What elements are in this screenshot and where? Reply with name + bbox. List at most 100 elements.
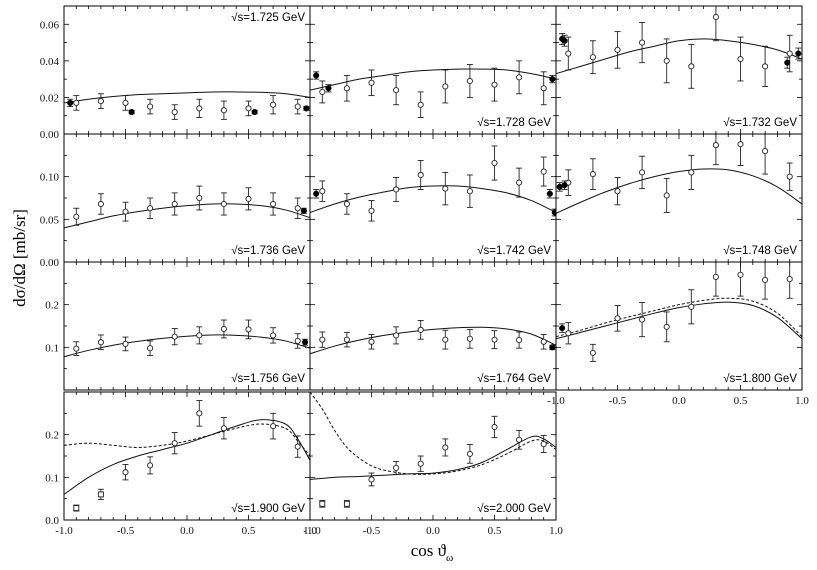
data-point-open: [97, 200, 104, 208]
panel-frame: [309, 261, 557, 391]
panel-plot-area: [310, 60, 556, 118]
data-point-open: [663, 57, 670, 64]
data-point-open-square: [319, 500, 326, 507]
panel-plot-area: [64, 91, 310, 120]
model-curve-solid: [64, 91, 310, 104]
data-point-open: [368, 79, 375, 86]
x-axis-label-text: cos ϑ: [411, 541, 447, 560]
panel-frame: [63, 261, 311, 391]
data-point-filled: [559, 325, 566, 332]
data-point-open: [245, 326, 252, 333]
y-tick-label: 0.00: [40, 257, 60, 269]
data-point-open: [270, 101, 277, 108]
panel-energy-label: √s=1.748 GeV: [723, 244, 797, 257]
x-axis-label: cos ϑω: [411, 541, 454, 564]
data-point-open: [688, 303, 695, 310]
data-point-open: [516, 337, 523, 344]
y-tick-label: 0.04: [40, 56, 60, 68]
x-tick-label: 0.5: [734, 395, 748, 407]
data-point-open: [147, 205, 154, 212]
data-point-open: [294, 443, 301, 450]
y-tick-label: 0.1: [45, 342, 59, 354]
data-point-open: [466, 450, 473, 457]
data-point-open: [368, 338, 375, 345]
data-point-open: [393, 186, 400, 193]
data-point-filled: [551, 209, 556, 216]
data-point-open: [196, 332, 203, 339]
data-point-open: [343, 200, 350, 208]
data-point-open: [540, 168, 547, 175]
data-point-open: [368, 476, 375, 483]
data-point-open: [589, 54, 596, 61]
data-point-open: [688, 63, 695, 70]
data-point-open: [343, 85, 350, 92]
data-point-open: [639, 316, 646, 323]
x-tick-label: -1.0: [303, 525, 321, 537]
panel-frame: [63, 391, 311, 521]
panel-1: 0.00 0.02 0.04 0.06 √s=1.725 GeV: [40, 5, 311, 141]
data-point-open: [73, 345, 80, 352]
panel-energy-label: √s=1.800 GeV: [723, 372, 797, 385]
data-point-filled: [313, 72, 320, 79]
data-point-filled: [549, 344, 556, 351]
panel-energy-label: √s=1.742 GeV: [477, 244, 551, 257]
model-curve-solid: [310, 326, 556, 355]
data-point-open: [122, 99, 129, 106]
model-curve-solid: [64, 203, 310, 229]
y-tick-label: 0.10: [40, 172, 60, 184]
data-point-open: [245, 195, 252, 202]
data-point-open: [220, 107, 227, 114]
data-point-open: [97, 98, 104, 105]
panel-10: 0.0 0.1 0.2 -1.0 -0.5 0.0 0.5 1.0 √s=1.900 GeV: [45, 391, 317, 537]
data-point-open: [73, 99, 80, 106]
data-point-open: [442, 444, 449, 451]
data-point-filled: [313, 190, 320, 197]
data-point-open: [220, 425, 227, 432]
data-point-open: [712, 13, 719, 21]
data-point-open: [147, 103, 154, 110]
y-tick-label: 0.0: [45, 515, 59, 527]
model-curve-solid: [310, 435, 556, 480]
panel-energy-label: √s=1.728 GeV: [477, 116, 551, 129]
panel-4: 0.00 0.05 0.10 √s=1.736 GeV: [40, 133, 311, 269]
model-curve-dashed: [310, 392, 556, 475]
panel-plot-area: [556, 6, 802, 89]
model-curve-solid: [310, 185, 556, 213]
data-point-open: [122, 340, 129, 347]
x-tick-label: 1.0: [549, 525, 563, 537]
panel-8: √s=1.764 GeV: [309, 261, 557, 391]
data-point-open: [294, 337, 301, 344]
panel-11: -1.0 -0.5 0.0 0.5 1.0 √s=2.000 GeV: [303, 391, 563, 537]
data-point-open: [171, 200, 178, 208]
panel-energy-label: √s=1.732 GeV: [723, 116, 797, 129]
data-point-open: [565, 330, 572, 337]
data-point-open: [762, 148, 769, 155]
data-point-open: [466, 335, 473, 342]
data-point-filled: [546, 190, 553, 197]
data-point-open: [712, 273, 719, 280]
x-tick-label: 0.0: [180, 525, 194, 537]
x-tick-label: -1.0: [55, 525, 73, 537]
data-point-open: [245, 105, 252, 112]
y-tick-label: 0.2: [45, 300, 59, 312]
y-tick-label: 0.1: [45, 472, 59, 484]
data-point-open: [220, 325, 227, 333]
panel-plot-area: [556, 134, 802, 214]
data-point-open: [762, 276, 769, 283]
data-point-open: [393, 332, 400, 339]
panel-7: 0.1 0.2 √s=1.756 GeV: [45, 261, 311, 391]
model-curve-solid: [556, 38, 802, 75]
data-point-open: [171, 440, 178, 447]
data-point-open: [737, 55, 744, 63]
data-point-open: [663, 323, 670, 330]
x-tick-label: -0.5: [363, 525, 381, 537]
data-point-open: [663, 192, 670, 199]
x-tick-label: -0.5: [117, 525, 135, 537]
data-point-open: [540, 338, 547, 345]
data-point-open: [491, 423, 498, 431]
panel-plot-area: [64, 319, 310, 358]
data-point-open: [491, 81, 498, 88]
data-point-open: [639, 169, 646, 176]
panel-plot-area: [310, 392, 556, 508]
panel-2: √s=1.728 GeV: [309, 5, 557, 135]
